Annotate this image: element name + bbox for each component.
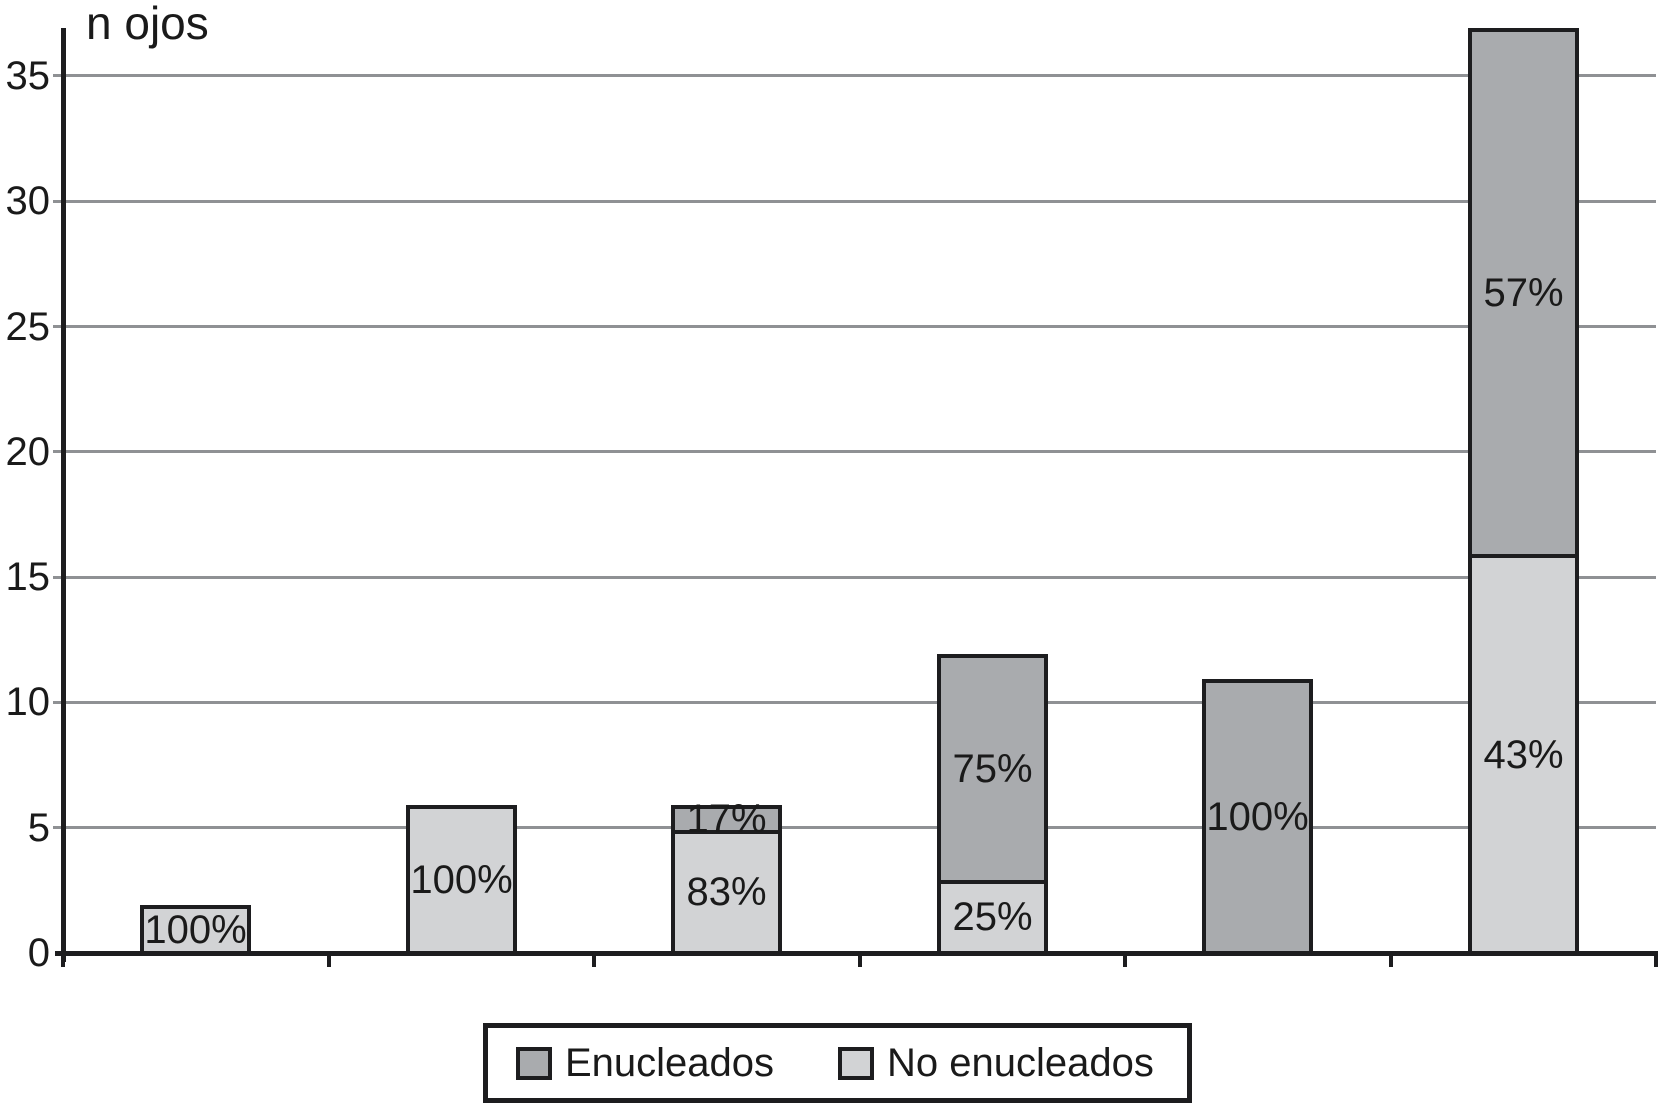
x-axis-tick bbox=[592, 951, 596, 967]
bar-4-segment-no-enucleados: 25% bbox=[937, 879, 1048, 955]
bar-segment-percent-label: 43% bbox=[1483, 732, 1564, 777]
x-axis-tick bbox=[858, 951, 862, 967]
legend-label-enucleados: Enucleados bbox=[565, 1041, 775, 1085]
bar-segment-percent-label: 75% bbox=[952, 747, 1033, 792]
y-tick-label-15: 15 bbox=[5, 555, 51, 600]
bar-segment-percent-label: 100% bbox=[410, 857, 513, 902]
gridline-25 bbox=[53, 325, 1656, 328]
y-tick-label-30: 30 bbox=[5, 179, 51, 224]
bar-6-segment-enucleados: 57% bbox=[1468, 27, 1579, 559]
gridline-10 bbox=[53, 700, 1656, 704]
legend-item-no-enucleados: No enucleados bbox=[838, 1043, 1154, 1083]
legend-label-no-enucleados: No enucleados bbox=[887, 1041, 1154, 1085]
x-axis-tick bbox=[327, 951, 331, 967]
y-tick-label-5: 5 bbox=[27, 805, 50, 850]
gridline-20 bbox=[53, 450, 1656, 454]
bar-segment-percent-label: 100% bbox=[144, 907, 247, 952]
bar-4-segment-enucleados: 75% bbox=[937, 654, 1048, 884]
bar-2-segment-no-enucleados: 100% bbox=[406, 804, 517, 955]
y-tick-label-0: 0 bbox=[27, 931, 50, 975]
bar-segment-percent-label: 25% bbox=[952, 895, 1033, 940]
bar-5-segment-enucleados: 100% bbox=[1202, 679, 1313, 955]
bar-3-segment-enucleados: 17% bbox=[671, 799, 782, 839]
x-axis-tick bbox=[1654, 951, 1658, 967]
y-tick-label-25: 25 bbox=[5, 304, 51, 349]
bar-6-segment-no-enucleados: 43% bbox=[1468, 554, 1579, 955]
y-tick-label-35: 35 bbox=[5, 53, 51, 98]
bar-segment-percent-label: 83% bbox=[686, 870, 767, 915]
y-axis-title: n ojos bbox=[86, 0, 209, 49]
x-axis-tick bbox=[1389, 951, 1393, 967]
gridline-5 bbox=[53, 826, 1656, 830]
x-axis-tick bbox=[1123, 951, 1127, 967]
bar-segment-percent-label: 57% bbox=[1483, 270, 1564, 315]
enucleados-swatch-icon bbox=[516, 1046, 552, 1080]
y-tick-label-20: 20 bbox=[5, 429, 51, 474]
gridline-35 bbox=[53, 74, 1656, 78]
legend-item-enucleados: Enucleados bbox=[516, 1043, 774, 1083]
bar-segment-percent-label: 17% bbox=[686, 797, 767, 842]
gridline-30 bbox=[53, 199, 1656, 203]
bar-3-segment-no-enucleados: 83% bbox=[671, 829, 782, 955]
y-tick-label-10: 10 bbox=[5, 680, 51, 725]
bar-1-segment-no-enucleados: 100% bbox=[140, 904, 251, 955]
bar-segment-percent-label: 100% bbox=[1206, 795, 1309, 840]
x-axis-line bbox=[55, 951, 1656, 956]
y-axis-line bbox=[61, 28, 66, 962]
legend: Enucleados No enucleados bbox=[483, 1023, 1192, 1103]
no-enucleados-swatch-icon bbox=[838, 1046, 875, 1080]
gridline-15 bbox=[53, 575, 1656, 579]
